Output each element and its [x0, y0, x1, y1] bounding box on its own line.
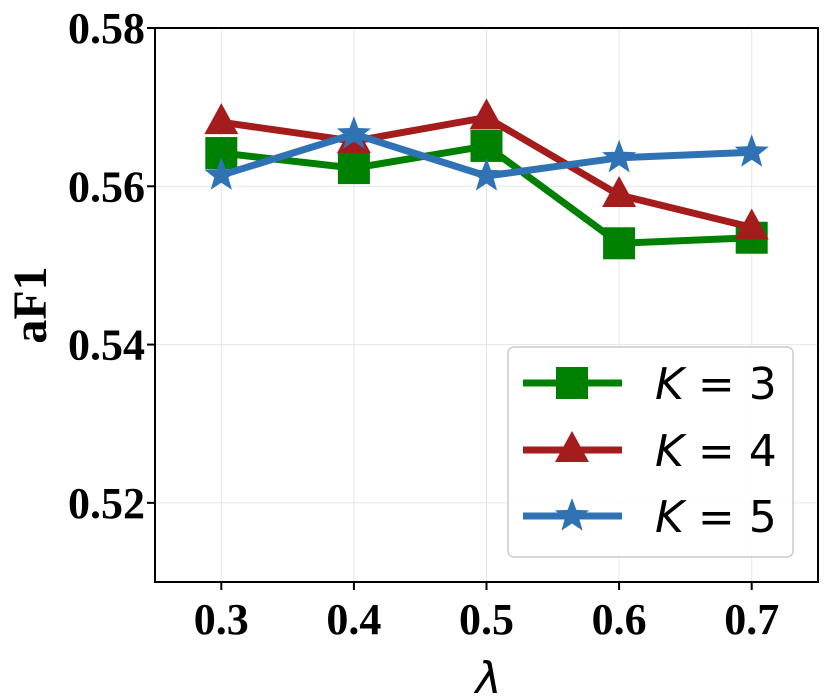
- x-tick-label: 0.4: [326, 595, 381, 644]
- y-tick-label: 0.58: [68, 4, 145, 53]
- series-3: [205, 129, 768, 260]
- data-point: [469, 98, 504, 130]
- legend-variable: K: [655, 359, 687, 410]
- data-point: [734, 208, 769, 240]
- data-point: [469, 158, 504, 191]
- y-tick-label: 0.56: [68, 162, 145, 211]
- legend: K = 3K = 4K = 5: [507, 346, 794, 558]
- legend-label: K = 3: [655, 359, 777, 410]
- x-tick-label: 0.6: [592, 595, 647, 644]
- data-point: [602, 175, 637, 207]
- legend-item: K = 4: [523, 426, 777, 477]
- legend-item: K = 5: [523, 492, 777, 543]
- y-axis-label: aF1: [4, 266, 57, 343]
- legend-value: = 4: [684, 426, 777, 477]
- legend-value: = 3: [684, 359, 777, 410]
- data-point: [336, 116, 371, 149]
- x-axis-label: λ: [473, 653, 501, 699]
- legend-box: [507, 346, 794, 558]
- legend-marker: [554, 498, 590, 531]
- data-point: [603, 227, 636, 260]
- y-tick-label: 0.52: [68, 479, 145, 528]
- legend-value: = 5: [684, 492, 777, 543]
- legend-variable: K: [655, 492, 687, 543]
- x-tick-label: 0.7: [724, 595, 779, 644]
- data-point: [734, 134, 769, 167]
- legend-item: K = 3: [523, 359, 777, 410]
- x-tick-label: 0.5: [459, 595, 514, 644]
- x-tick-label: 0.3: [194, 595, 249, 644]
- data-point: [470, 129, 503, 162]
- legend-label: K = 5: [655, 492, 777, 543]
- data-point: [337, 152, 370, 185]
- legend-marker: [555, 431, 589, 462]
- series-layer: [204, 98, 769, 260]
- data-point: [602, 139, 637, 173]
- axis-ticks: 0.52 0.54 0.56 0.58 0.3 0.4 0.5 0.6 0.7: [68, 4, 779, 644]
- y-tick-label: 0.54: [68, 321, 145, 370]
- data-point: [204, 157, 239, 190]
- legend-variable: K: [655, 426, 687, 477]
- data-point: [204, 103, 239, 135]
- series-5: [204, 116, 769, 191]
- legend-label: K = 4: [655, 426, 777, 477]
- legend-marker: [556, 367, 588, 399]
